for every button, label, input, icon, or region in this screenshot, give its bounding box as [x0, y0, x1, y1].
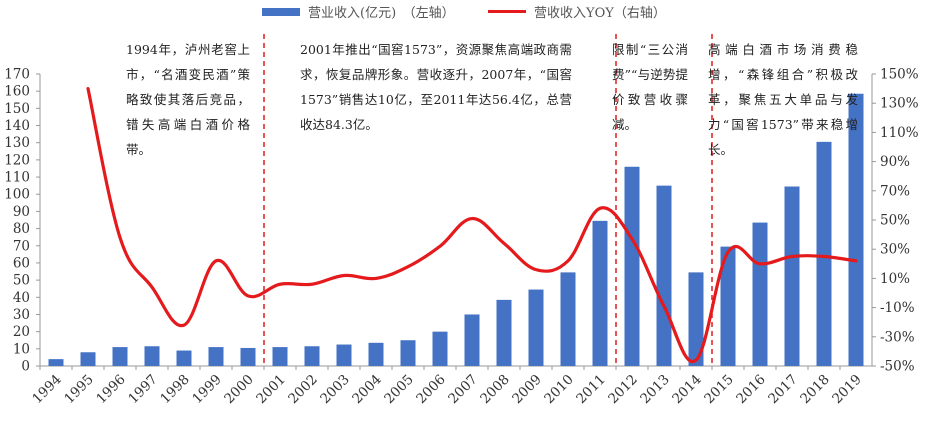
left-axis-tick-label: 130 — [4, 135, 30, 151]
right-axis-tick-label: 110% — [880, 125, 919, 141]
x-axis-tick-label: 1994 — [29, 372, 65, 408]
bar — [240, 347, 256, 366]
x-axis-tick-label: 1996 — [93, 372, 129, 408]
bar — [48, 359, 64, 366]
bar — [816, 141, 832, 366]
legend-label-yoy: 营收收入YOY（右轴） — [534, 6, 666, 21]
bar — [208, 347, 224, 366]
x-axis-tick-label: 2009 — [509, 372, 545, 408]
legend: 营业收入(亿元) （左轴） 营收收入YOY（右轴） — [0, 2, 930, 24]
right-axis-tick-label: 90% — [880, 154, 910, 170]
legend-label-revenue: 营业收入(亿元) （左轴） — [308, 6, 455, 21]
bar — [528, 289, 544, 366]
x-axis-tick-label: 2014 — [669, 372, 705, 408]
bar — [336, 344, 352, 366]
left-axis-tick-label: 150 — [4, 101, 30, 117]
bar — [144, 346, 160, 366]
bar — [688, 272, 704, 366]
bar — [752, 222, 768, 366]
right-axis-tick-label: 50% — [880, 213, 910, 229]
right-axis-tick-label: 70% — [880, 183, 910, 199]
x-axis-tick-label: 2003 — [317, 372, 353, 408]
right-axis-tick-label: 30% — [880, 242, 910, 258]
bar — [112, 347, 128, 366]
left-axis-tick-label: 170 — [4, 67, 30, 83]
bar — [624, 166, 640, 366]
annotation-2001: 2001年推出“国窖1573”，资源聚焦高端政商需求，恢复品牌形象。营收逐升，2… — [300, 42, 572, 132]
bar — [400, 340, 416, 366]
left-axis-tick-label: 50 — [13, 273, 30, 289]
x-axis-tick-label: 2013 — [637, 372, 673, 408]
bar — [464, 314, 480, 366]
bar — [656, 185, 672, 366]
left-axis-tick-label: 90 — [13, 204, 30, 220]
x-axis-tick-label: 2011 — [573, 372, 609, 408]
x-axis-tick-label: 2006 — [413, 372, 449, 408]
legend-line-swatch — [488, 10, 526, 13]
left-axis-tick-label: 160 — [4, 84, 30, 100]
x-axis-tick-label: 1998 — [157, 372, 193, 408]
annotation-2012: 限制“三公消费”“与逆势提价致营收骤减。 — [612, 42, 688, 132]
x-axis-tick-label: 2019 — [829, 372, 865, 408]
left-axis-tick-label: 140 — [4, 118, 30, 134]
annotation-2015: 高端白酒市场消费稳增，“森锋组合”积极改革，聚焦五大单品与发力“国窖1573”带… — [708, 42, 858, 157]
left-axis-tick-label: 10 — [13, 341, 30, 357]
x-axis-tick-label: 1997 — [125, 372, 161, 408]
bar — [368, 342, 384, 366]
bar — [272, 347, 288, 366]
annotation-1994: 1994年，泸州老窖上市，“名酒变民酒”策略致使其落后竞品，错失高端白酒价格带。 — [126, 42, 250, 157]
left-axis-tick-label: 80 — [13, 221, 30, 237]
left-axis-tick-label: 110 — [4, 170, 30, 186]
x-axis-tick-label: 2017 — [765, 372, 801, 408]
right-axis-tick-label: 10% — [880, 271, 910, 287]
x-axis-tick-label: 2005 — [381, 372, 417, 408]
bar — [304, 346, 320, 366]
yoy-series-line — [86, 87, 858, 364]
bar — [592, 220, 608, 366]
left-axis-tick-label: 20 — [13, 324, 30, 340]
bar — [720, 246, 736, 366]
left-axis-tick-label: 40 — [13, 290, 30, 306]
x-axis-tick-label: 2010 — [541, 372, 577, 408]
x-axis-tick-label: 2000 — [221, 372, 257, 408]
left-axis-tick-label: 30 — [13, 307, 30, 323]
right-axis-tick-label: 130% — [880, 96, 919, 112]
right-axis-tick-label: -10% — [880, 300, 915, 316]
right-axis-tick-label: -50% — [880, 359, 915, 375]
x-axis-tick-label: 2008 — [477, 372, 513, 408]
x-axis-tick-label: 2004 — [349, 372, 385, 408]
legend-item-yoy: 营收收入YOY（右轴） — [488, 2, 666, 21]
x-axis-tick-label: 2012 — [605, 372, 641, 408]
x-axis-tick-label: 1995 — [61, 372, 97, 408]
bar — [496, 299, 512, 366]
left-axis-tick-label: 120 — [4, 152, 30, 168]
bar — [848, 93, 864, 367]
bar — [784, 186, 800, 366]
right-axis-tick-label: 150% — [880, 67, 919, 83]
x-axis-tick-label: 2015 — [701, 372, 737, 408]
left-axis-tick-label: 0 — [21, 359, 30, 375]
left-axis-tick-label: 100 — [4, 187, 30, 203]
legend-item-revenue: 营业收入(亿元) （左轴） — [262, 2, 455, 21]
left-axis-tick-label: 60 — [13, 255, 30, 271]
bar — [80, 352, 96, 366]
bar — [560, 272, 576, 366]
left-axis-tick-label: 70 — [13, 238, 30, 254]
x-axis-tick-label: 2002 — [285, 372, 321, 408]
bar — [176, 350, 192, 366]
x-axis-tick-label: 2007 — [445, 372, 481, 408]
x-axis-tick-label: 2001 — [253, 372, 289, 408]
right-axis-tick-label: -30% — [880, 329, 915, 345]
x-axis-tick-label: 2016 — [733, 372, 769, 408]
bar — [432, 331, 448, 366]
legend-bar-swatch — [262, 7, 300, 16]
x-axis-tick-label: 2018 — [797, 372, 833, 408]
x-axis-tick-label: 1999 — [189, 372, 225, 408]
